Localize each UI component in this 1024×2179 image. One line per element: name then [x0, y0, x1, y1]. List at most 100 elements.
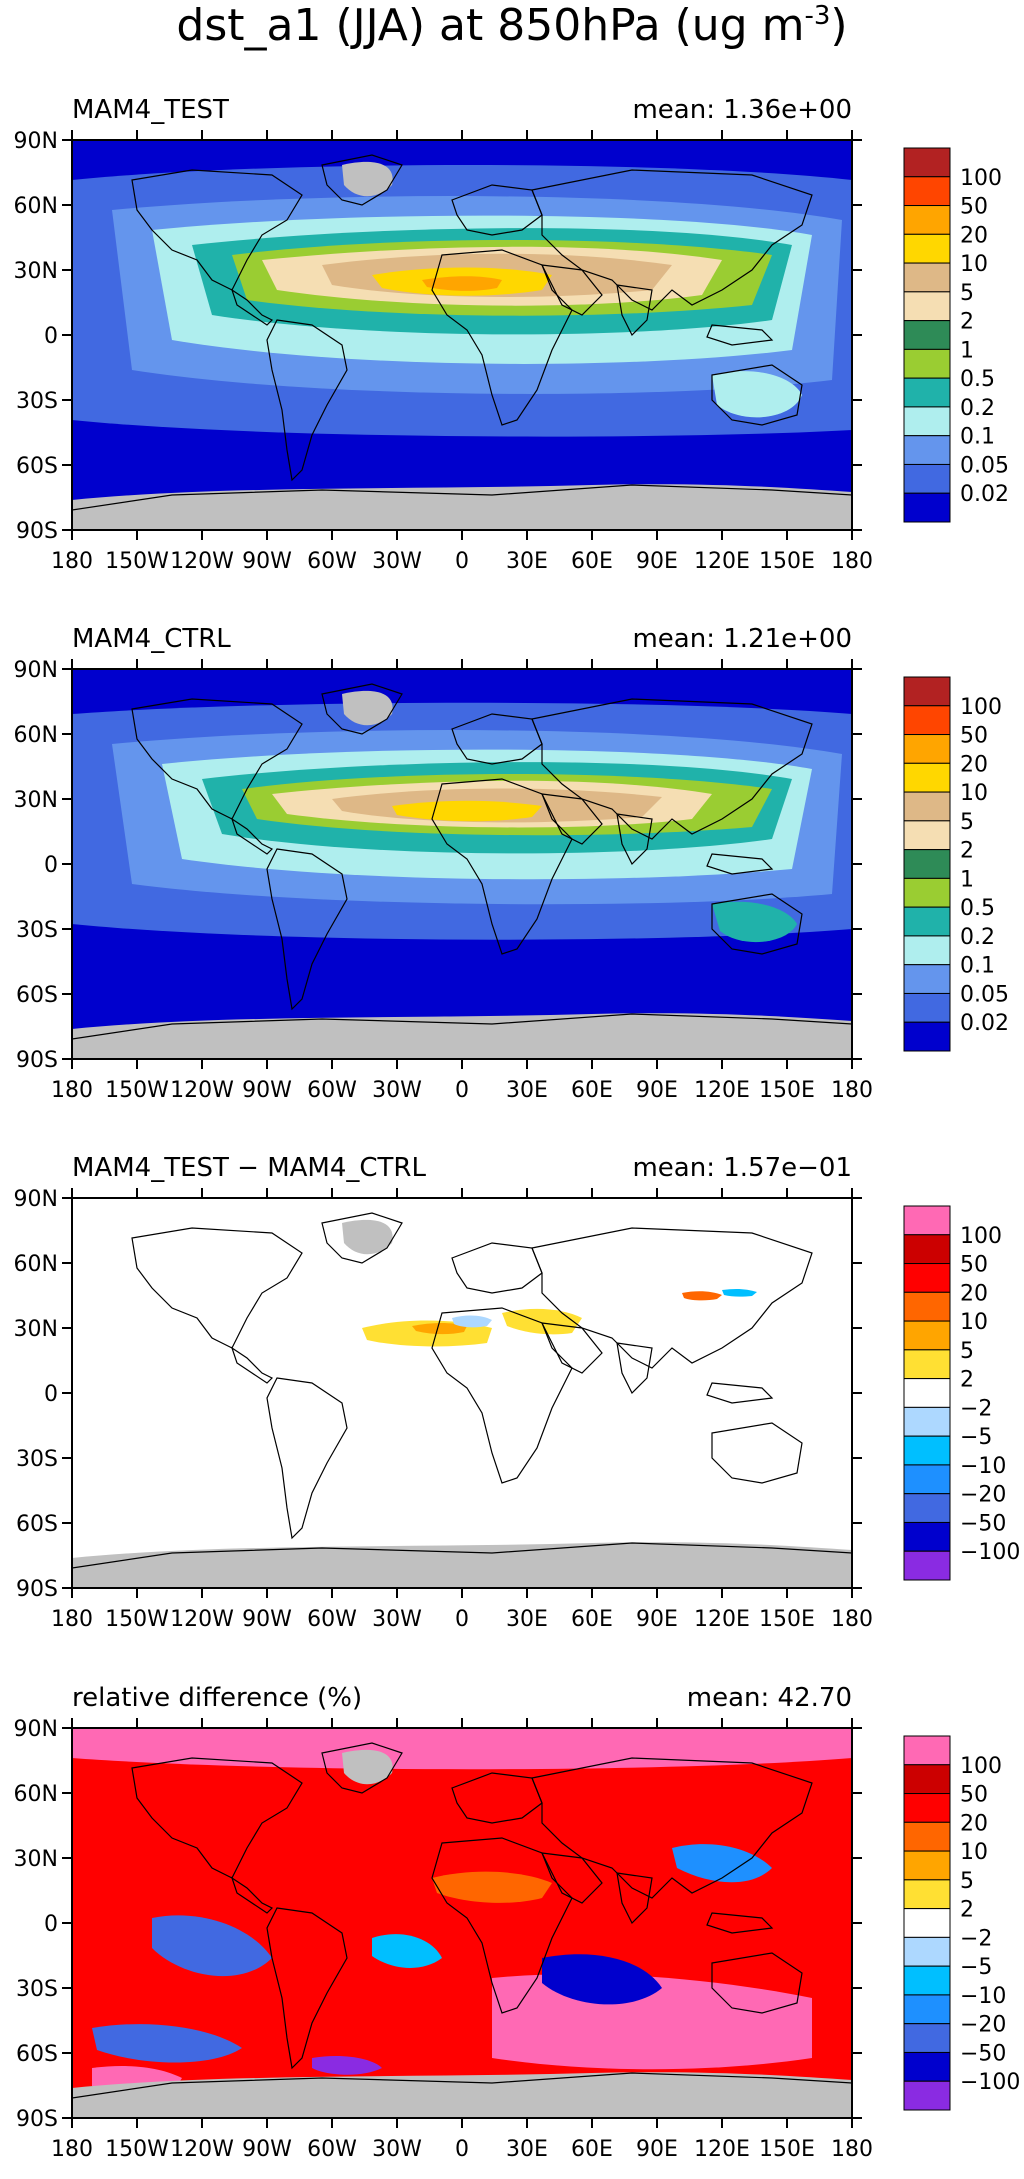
colorbar-swatch: [903, 1994, 951, 2025]
colorbar-swatch: [903, 291, 951, 322]
colorbar-swatch: [903, 1521, 951, 1552]
y-tick-label: 30N: [14, 259, 58, 284]
colorbar-label: 100: [960, 166, 1002, 191]
colorbar-label: 10: [960, 252, 988, 277]
x-tick-label: 60E: [571, 1078, 613, 1103]
colorbar-swatch: [903, 435, 951, 465]
x-tick-label: 180: [51, 1607, 93, 1632]
colorbar-swatch: [903, 2023, 951, 2053]
field-contour: [672, 1844, 772, 1883]
colorbar-label: −10: [960, 1454, 1006, 1479]
colorbar-swatch: [903, 762, 951, 793]
colorbar-label: 2: [960, 310, 974, 335]
field-contour: [72, 1198, 852, 1588]
x-tick-label: 120W: [170, 549, 234, 574]
colorbar-label: 0.1: [960, 425, 995, 450]
y-tick-label: 90S: [16, 519, 58, 544]
colorbar-label: 0.5: [960, 896, 995, 921]
colorbar-swatch: [903, 1021, 951, 1052]
y-tick-label: 30N: [14, 788, 58, 813]
colorbar-label: 0.5: [960, 367, 995, 392]
x-tick-label: 120W: [170, 1607, 234, 1632]
colorbar-label: 0.02: [960, 482, 1009, 507]
figure-title-exponent: -3: [804, 1, 830, 31]
colorbar-label: −50: [960, 1511, 1006, 1536]
colorbar-label: 0.05: [960, 982, 1009, 1007]
x-tick-label: 30W: [372, 549, 422, 574]
y-tick-label: 90N: [14, 1717, 58, 1742]
y-tick-label: 60N: [14, 1252, 58, 1277]
colorbar-label: −20: [960, 2013, 1006, 2038]
y-tick-label: 60N: [14, 1782, 58, 1807]
colorbar-label: 20: [960, 1281, 988, 1306]
x-tick-label: 150W: [105, 1607, 169, 1632]
colorbar-label: 10: [960, 781, 988, 806]
x-tick-label: 30W: [372, 1607, 422, 1632]
x-tick-label: 60E: [571, 549, 613, 574]
x-tick-label: 180: [831, 1607, 873, 1632]
y-tick-label: 60S: [16, 2042, 58, 2067]
colorbar-swatch: [903, 1406, 951, 1437]
colorbar-swatch: [903, 1464, 951, 1495]
x-tick-label: 120E: [694, 1607, 750, 1632]
y-tick-label: 30S: [16, 389, 58, 414]
colorbar-label: −5: [960, 1425, 992, 1450]
x-tick-label: 90W: [242, 2137, 292, 2162]
x-tick-label: 30E: [506, 549, 548, 574]
colorbar-swatch: [903, 734, 951, 764]
colorbar-label: 5: [960, 1339, 974, 1364]
field-contour: [542, 1954, 662, 2005]
colorbar-swatch: [903, 1821, 951, 1852]
x-tick-label: 120E: [694, 2137, 750, 2162]
greenland-mask: [342, 1219, 393, 1255]
colorbar-label: 1: [960, 867, 974, 892]
colorbar: 100 50 20 10 5 2 −2 −5 −10 −20 −50 −100: [903, 1735, 1020, 2111]
colorbar-label: 2: [960, 839, 974, 864]
colorbar-label: 0.1: [960, 954, 995, 979]
antarctica-mask: [72, 1013, 852, 1059]
greenland-mask: [342, 1749, 393, 1785]
field-contour: [72, 1728, 852, 1770]
colorbar-swatch: [903, 906, 951, 937]
x-tick-label: 150W: [105, 549, 169, 574]
map-area: [71, 1197, 853, 1589]
colorbar-label: 50: [960, 724, 988, 749]
colorbar-swatch: [903, 791, 951, 822]
x-tick-label: 60E: [571, 2137, 613, 2162]
x-tick-label: 60W: [307, 1607, 357, 1632]
field-contour: [152, 1915, 272, 1977]
colorbar-label: 0.2: [960, 925, 995, 950]
y-tick-label: 30S: [16, 1447, 58, 1472]
x-tick-label: 30W: [372, 2137, 422, 2162]
x-tick-label: 180: [51, 2137, 93, 2162]
colorbar-label: 0.2: [960, 396, 995, 421]
panel-3: MAM4_TEST − MAM4_CTRL mean: 1.57e−01 180 15…: [14, 1153, 1021, 1632]
x-tick-label: 150E: [759, 1607, 815, 1632]
colorbar-swatch: [903, 849, 951, 879]
field-layer: [72, 1198, 852, 1588]
colorbar-label: 5: [960, 1869, 974, 1894]
colorbar-swatch: [903, 1320, 951, 1351]
x-tick-label: 0: [455, 1078, 469, 1103]
colorbar: 100 50 20 10 5 2 −2 −5 −10 −20 −50 −100: [903, 1205, 1020, 1581]
colorbar-swatch: [903, 964, 951, 994]
y-tick-label: 30S: [16, 1977, 58, 2002]
figure-title: dst_a1 (JJA) at 850hPa (ug m-3): [176, 0, 847, 51]
y-tick-label: 60S: [16, 983, 58, 1008]
colorbar-label: 10: [960, 1310, 988, 1335]
colorbar-label: 50: [960, 195, 988, 220]
colorbar-swatch: [903, 262, 951, 293]
field-layer: [72, 140, 852, 530]
colorbar-swatch: [903, 1234, 951, 1265]
figure-title-main: dst_a1 (JJA) at 850hPa (ug m: [176, 0, 804, 51]
colorbar-swatch: [903, 492, 951, 523]
field-contour: [392, 800, 542, 822]
colorbar-label: 100: [960, 1224, 1002, 1249]
x-tick-label: 90W: [242, 1607, 292, 1632]
colorbar-label: 10: [960, 1840, 988, 1865]
colorbar-swatch: [903, 2051, 951, 2082]
colorbar-label: 0.02: [960, 1011, 1009, 1036]
colorbar-swatch: [903, 2080, 951, 2111]
